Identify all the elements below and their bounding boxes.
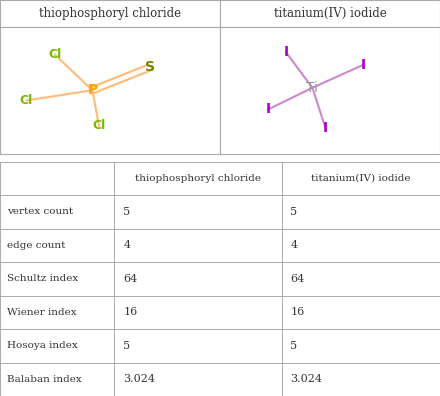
Text: 64: 64 — [123, 274, 137, 284]
Text: 5: 5 — [123, 341, 130, 351]
Text: 5: 5 — [123, 207, 130, 217]
Text: 16: 16 — [290, 307, 304, 317]
Text: 3.024: 3.024 — [123, 374, 155, 384]
Text: P: P — [87, 83, 98, 97]
Text: I: I — [266, 102, 271, 116]
Text: Hosoya index: Hosoya index — [7, 341, 77, 350]
Text: edge count: edge count — [7, 241, 65, 250]
Text: Cl: Cl — [20, 94, 33, 107]
Text: Ti: Ti — [306, 81, 319, 95]
Text: titanium(IV) iodide: titanium(IV) iodide — [311, 174, 411, 183]
Text: 5: 5 — [290, 341, 297, 351]
Text: Cl: Cl — [92, 119, 106, 132]
Text: S: S — [145, 61, 154, 74]
Text: 3.024: 3.024 — [290, 374, 323, 384]
Text: vertex count: vertex count — [7, 207, 73, 216]
Text: Balaban index: Balaban index — [7, 375, 81, 384]
Text: 16: 16 — [123, 307, 137, 317]
Text: I: I — [360, 58, 366, 72]
Text: 64: 64 — [290, 274, 304, 284]
Text: Cl: Cl — [48, 48, 62, 61]
Text: Schultz index: Schultz index — [7, 274, 78, 283]
Text: titanium(IV) iodide: titanium(IV) iodide — [274, 7, 386, 20]
Text: I: I — [283, 45, 289, 59]
Text: Wiener index: Wiener index — [7, 308, 76, 317]
Text: thiophosphoryl chloride: thiophosphoryl chloride — [135, 174, 261, 183]
Text: 5: 5 — [290, 207, 297, 217]
Text: 4: 4 — [123, 240, 130, 250]
Text: I: I — [323, 121, 328, 135]
Text: 4: 4 — [290, 240, 297, 250]
Text: thiophosphoryl chloride: thiophosphoryl chloride — [39, 7, 181, 20]
